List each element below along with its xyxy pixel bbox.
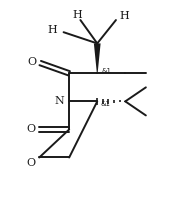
Text: N: N bbox=[55, 96, 65, 106]
Polygon shape bbox=[94, 43, 101, 73]
Text: &1: &1 bbox=[101, 101, 111, 107]
Text: O: O bbox=[26, 158, 35, 168]
Text: H: H bbox=[119, 11, 129, 21]
Text: H: H bbox=[48, 25, 58, 35]
Text: &1: &1 bbox=[102, 68, 112, 74]
Text: O: O bbox=[26, 123, 35, 134]
Text: H: H bbox=[73, 10, 82, 20]
Text: O: O bbox=[27, 57, 36, 67]
